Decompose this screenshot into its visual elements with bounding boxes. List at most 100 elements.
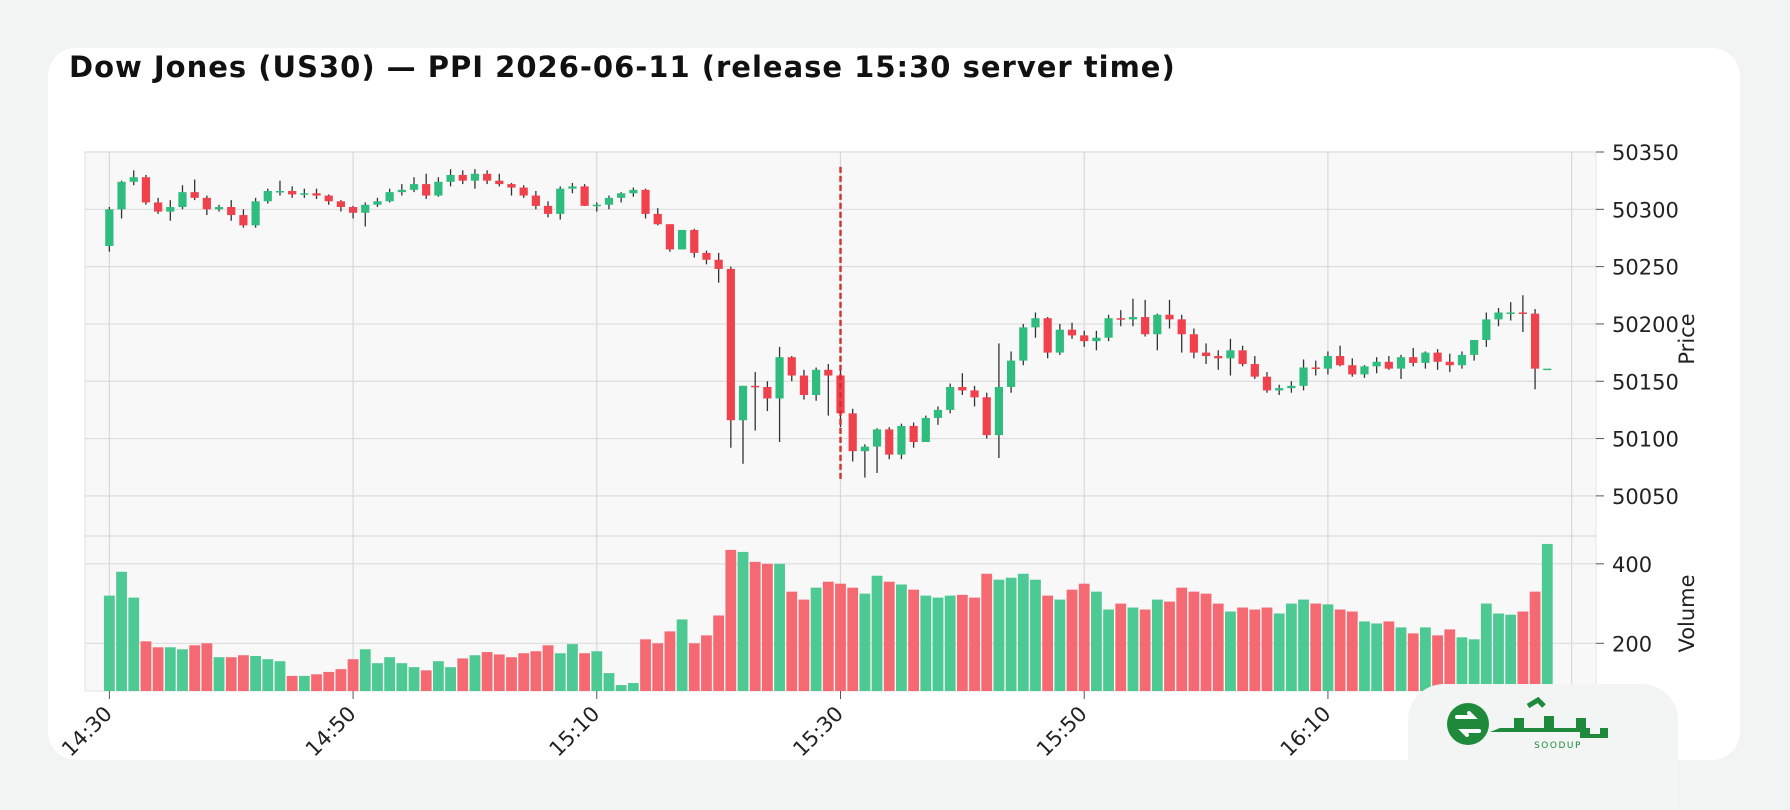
candle-body [1238, 350, 1247, 365]
candle-body [1445, 361, 1454, 366]
volume-bar [810, 587, 822, 691]
candle-body [1141, 317, 1150, 335]
volume-bar [1139, 609, 1151, 691]
time-tick-label: 16:10 [1276, 702, 1336, 762]
candle-body [897, 425, 906, 455]
volume-bar [1261, 607, 1273, 691]
candle-body [519, 187, 528, 196]
candle-body [275, 190, 285, 193]
volume-bar [725, 549, 737, 691]
candle-body [422, 184, 431, 196]
candle-body [141, 177, 151, 203]
candle-body [812, 369, 821, 396]
volume-bar [189, 645, 201, 691]
volume-bar [1505, 614, 1517, 691]
price-tick-label: 50300 [1612, 198, 1679, 222]
volume-bar [1017, 573, 1029, 691]
candle-body [1457, 354, 1467, 366]
volume-bar [981, 573, 993, 691]
volume-bar [786, 591, 798, 691]
volume-bar [835, 583, 846, 691]
candle-body [348, 207, 358, 213]
volume-bar [518, 653, 530, 691]
candle-body [775, 357, 784, 399]
candle-body [543, 205, 553, 214]
candle-body [629, 189, 638, 194]
volume-bar [1359, 621, 1370, 691]
candle-body [1006, 360, 1016, 387]
price-tick-label: 50350 [1612, 141, 1679, 165]
candle-body [1348, 365, 1357, 375]
candle-body [1080, 335, 1089, 342]
candle-body [665, 224, 675, 250]
candle-body [288, 190, 297, 195]
candle-body [824, 369, 833, 376]
candle-body [336, 201, 345, 208]
volume-bar [579, 653, 591, 691]
time-tick-label: 14:30 [57, 702, 117, 762]
volume-bar [225, 657, 237, 691]
volume-bar [103, 595, 115, 691]
chart-title: Dow Jones (US30) — PPI 2026-06-11 (relea… [69, 50, 1176, 84]
candle-body [860, 446, 869, 452]
candle-body [227, 207, 236, 216]
volume-bar [737, 551, 749, 691]
candle-body [385, 192, 394, 202]
volume-bar [615, 685, 627, 691]
candle-body [1299, 367, 1308, 386]
candle-body [1043, 318, 1052, 353]
candle-body [1201, 352, 1211, 357]
volume-bar [506, 657, 517, 691]
volume-bar [286, 675, 298, 691]
volume-bar [1127, 607, 1139, 691]
volume-bar [688, 643, 700, 691]
volume-bar [262, 659, 274, 691]
volume-bar [1005, 577, 1017, 691]
volume-bar [1066, 589, 1078, 691]
candle-body [763, 386, 772, 399]
candle-body [507, 184, 516, 188]
candle-body [982, 397, 991, 436]
volume-bar [1322, 604, 1334, 691]
volume-bar [396, 663, 408, 691]
candle-body [617, 193, 626, 198]
volume-bar [1176, 587, 1188, 691]
time-tick-label: 15:50 [1032, 702, 1092, 762]
candle-body [470, 173, 480, 181]
candle-body [409, 184, 419, 190]
price-tick-label: 50250 [1612, 256, 1679, 280]
price-tick-label: 50200 [1612, 313, 1679, 337]
soodup-logo-icon [1447, 696, 1608, 745]
candle-body [178, 192, 187, 208]
candle-body [556, 188, 565, 214]
candle-body [1421, 352, 1430, 363]
volume-bar [1237, 607, 1249, 691]
candle-body [1116, 318, 1125, 320]
volume-bar [177, 649, 188, 691]
volume-bar [323, 671, 335, 691]
volume-bar [238, 655, 249, 691]
volume-bar [1115, 603, 1127, 691]
candle-body [970, 390, 979, 398]
candle-body [933, 409, 943, 418]
candle-body [300, 193, 309, 195]
volume-bar [432, 661, 444, 691]
volume-tick-label: 200 [1612, 632, 1652, 656]
candle-body [690, 229, 699, 253]
volume-bar [372, 663, 383, 691]
candle-body [361, 204, 370, 213]
candle-body [946, 386, 955, 410]
volume-bar [1468, 639, 1480, 691]
candle-body [580, 186, 589, 206]
watermark-text: SOODUP [1534, 741, 1582, 751]
candle-body [483, 173, 492, 181]
volume-bar [311, 674, 322, 691]
volume-bar [896, 584, 907, 691]
volume-bar [1103, 609, 1114, 691]
volume-bar [640, 639, 651, 691]
volume-bar [1432, 635, 1443, 691]
volume-bar [883, 581, 895, 691]
volume-bar [859, 593, 871, 691]
candle-body [872, 429, 882, 447]
candle-body [1384, 361, 1393, 369]
